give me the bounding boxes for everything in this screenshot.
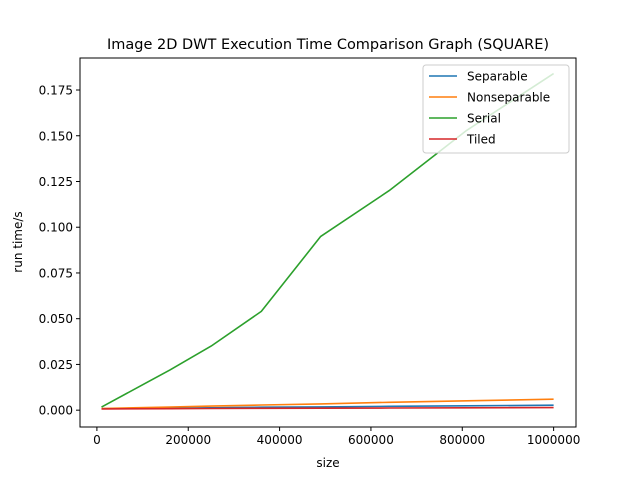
x-axis-label: size <box>316 456 339 470</box>
x-tick-label: 200000 <box>165 433 211 447</box>
y-tick-label: 0.050 <box>39 312 73 326</box>
y-tick-label: 0.025 <box>39 358 73 372</box>
x-tick-label: 800000 <box>439 433 485 447</box>
y-axis-label: run time/s <box>11 211 25 272</box>
y-tick-label: 0.075 <box>39 266 73 280</box>
legend: Separable Nonseparable Serial Tiled <box>422 64 570 154</box>
chart-title: Image 2D DWT Execution Time Comparison G… <box>107 37 549 53</box>
y-tick-label: 0.175 <box>39 84 73 98</box>
y-tick-label: 0.000 <box>39 404 73 418</box>
x-tick-label: 600000 <box>348 433 394 447</box>
series-line-nonseparable <box>101 398 554 410</box>
x-tick-label: 0 <box>93 433 101 447</box>
x-tick-label: 1000000 <box>527 433 580 447</box>
plot-frame <box>79 57 577 428</box>
y-tick-label: 0.125 <box>39 175 73 189</box>
legend-label: Separable <box>467 70 528 84</box>
y-axis: 0.000 0.025 0.050 0.075 0.100 0.125 0.150 0.175 <box>39 84 80 418</box>
x-tick-label: 400000 <box>257 433 303 447</box>
y-tick-label: 0.100 <box>39 221 73 235</box>
legend-label: Tiled <box>466 133 496 147</box>
series-line-tiled <box>101 406 554 410</box>
legend-box <box>422 64 570 154</box>
legend-label: Serial <box>467 112 501 126</box>
legend-label: Nonseparable <box>467 91 550 105</box>
y-tick-label: 0.150 <box>39 129 73 143</box>
x-axis: 0 200000 400000 600000 800000 1000000 <box>93 427 580 447</box>
